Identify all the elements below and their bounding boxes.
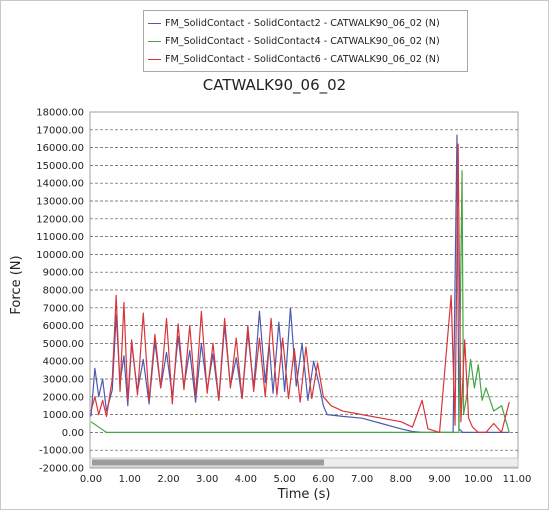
y-tick-label: 3000.00 <box>43 375 84 386</box>
legend-swatch-solidcontact4 <box>148 40 161 42</box>
x-tick-label: 10.00 <box>464 474 493 485</box>
x-tick-label: 5.00 <box>274 474 296 485</box>
y-tick-label: 8000.00 <box>43 286 84 297</box>
x-tick-label: 8.00 <box>390 474 412 485</box>
legend-label-solidcontact4: FM_SolidContact - SolidContact4 - CATWAL… <box>165 35 440 47</box>
x-tick-labels: 0.00 1.00 2.00 3.00 4.00 5.00 6.00 7.00 8.00 9.00… <box>80 474 531 485</box>
x-tick-label: 7.00 <box>351 474 373 485</box>
x-tick-label: 2.00 <box>157 474 179 485</box>
y-tick-label: 1000.00 <box>43 410 84 421</box>
chart-title: CATWALK90_06_02 <box>202 76 347 94</box>
legend-item-solidcontact4: FM_SolidContact - SolidContact4 - CATWAL… <box>144 32 467 50</box>
x-tick-label: 0.00 <box>80 474 102 485</box>
legend-item-solidcontact6: FM_SolidContact - SolidContact6 - CATWAL… <box>144 50 467 68</box>
x-tick-label: 11.00 <box>503 474 532 485</box>
legend-label-solidcontact6: FM_SolidContact - SolidContact6 - CATWAL… <box>165 53 440 65</box>
series-line-2 <box>90 170 510 433</box>
y-tick-label: 13000.00 <box>36 197 84 208</box>
y-tick-label: 0.00 <box>62 428 84 439</box>
y-tick-label: 4000.00 <box>43 357 84 368</box>
x-tick-label: 9.00 <box>428 474 450 485</box>
y-tick-label: -1000.00 <box>39 446 84 457</box>
x-tick-label: 3.00 <box>196 474 218 485</box>
series-lines <box>90 134 510 433</box>
y-axis-label: Force (N) <box>9 255 24 314</box>
y-tick-label: 2000.00 <box>43 392 84 403</box>
y-tick-label: 5000.00 <box>43 339 84 350</box>
x-axis-label: Time (s) <box>277 487 331 502</box>
y-tick-label: 11000.00 <box>36 232 84 243</box>
legend-label-solidcontact2: FM_SolidContact - SolidContact2 - CATWAL… <box>165 17 440 29</box>
y-tick-label: 10000.00 <box>36 250 84 261</box>
horizontal-scrollbar-thumb[interactable] <box>92 459 324 466</box>
y-tick-labels: -2000.00 -1000.00 0.00 1000.00 2000.00 3000.0… <box>36 108 84 475</box>
x-tick-label: 6.00 <box>312 474 334 485</box>
y-tick-label: 6000.00 <box>43 321 84 332</box>
series-line-3 <box>90 143 510 433</box>
legend-swatch-solidcontact6 <box>148 58 161 60</box>
legend-item-solidcontact2: FM_SolidContact - SolidContact2 - CATWAL… <box>144 14 467 32</box>
y-tick-label: 15000.00 <box>36 161 84 172</box>
legend-swatch-solidcontact2 <box>148 22 161 24</box>
x-tick-label: 4.00 <box>235 474 257 485</box>
y-tick-label: 9000.00 <box>43 268 84 279</box>
y-tick-label: 16000.00 <box>36 143 84 154</box>
y-tick-label: 17000.00 <box>36 125 84 136</box>
legend: FM_SolidContact - SolidContact2 - CATWAL… <box>143 10 468 72</box>
y-tick-label: -2000.00 <box>39 464 84 475</box>
y-tick-label: 14000.00 <box>36 179 84 190</box>
y-tick-label: 12000.00 <box>36 214 84 225</box>
y-tick-label: 7000.00 <box>43 303 84 314</box>
y-tick-label: 18000.00 <box>36 108 84 119</box>
x-tick-label: 1.00 <box>119 474 141 485</box>
